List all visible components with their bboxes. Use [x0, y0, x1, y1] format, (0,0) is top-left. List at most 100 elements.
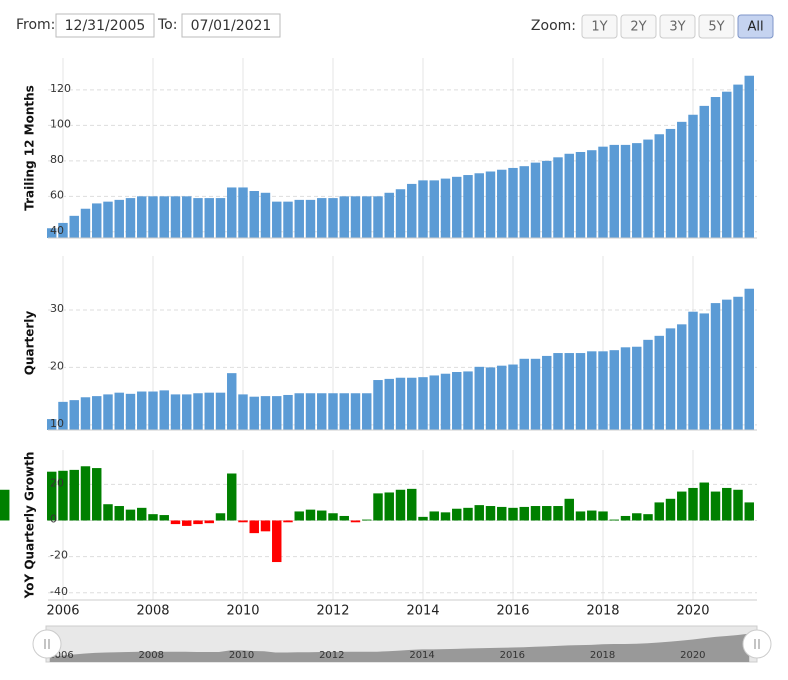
bar [103, 394, 113, 430]
from-input[interactable] [55, 13, 155, 38]
bar [339, 393, 349, 430]
bar [159, 390, 169, 430]
bar [103, 504, 113, 521]
bar [384, 378, 394, 430]
navigator-handle[interactable] [742, 629, 772, 659]
bar [159, 196, 169, 238]
bar [350, 520, 361, 523]
bar [238, 394, 248, 430]
bar [328, 393, 338, 430]
bar [620, 144, 631, 238]
bar [654, 335, 664, 430]
bar [395, 489, 406, 521]
bar [92, 468, 102, 521]
bar [407, 377, 417, 430]
bar [272, 201, 282, 238]
bar [114, 199, 124, 238]
bar [440, 178, 451, 238]
to-input[interactable] [181, 13, 281, 38]
bar [350, 393, 361, 430]
zoom-button[interactable] [581, 14, 618, 39]
bar [294, 511, 304, 521]
y-tick-label: 30 [50, 302, 64, 315]
from-value[interactable]: 12/31/2005 [65, 18, 146, 34]
zoom-button-label[interactable]: 3Y [669, 20, 685, 35]
bar [395, 189, 406, 238]
bar [92, 396, 102, 430]
bar [564, 153, 574, 238]
bar [384, 492, 394, 521]
bar [474, 366, 484, 430]
bar [317, 198, 327, 238]
bar [260, 396, 271, 430]
zoom-button-label[interactable]: 1Y [591, 20, 607, 35]
bar [677, 121, 687, 238]
bar [508, 507, 518, 521]
to-value[interactable]: 07/01/2021 [191, 18, 272, 34]
bar [553, 353, 563, 430]
bar [283, 201, 293, 238]
bar [362, 196, 372, 238]
bar [125, 509, 136, 521]
zoom-button[interactable] [737, 14, 774, 39]
bar [69, 469, 79, 521]
bar [238, 187, 248, 238]
bar [339, 196, 349, 238]
bar [350, 196, 361, 238]
bar [339, 515, 349, 521]
bar [474, 173, 484, 238]
zoom-button-label[interactable]: All [747, 20, 763, 35]
bar [598, 511, 608, 521]
bar [699, 313, 709, 430]
bar [485, 506, 496, 521]
bar [632, 513, 642, 521]
bar [497, 506, 507, 521]
bar [148, 196, 158, 238]
bar [47, 471, 57, 521]
zoom-button[interactable] [620, 14, 657, 39]
y-axis-title: YoY Quarterly Growth [23, 452, 37, 600]
zoom-button-label[interactable]: 2Y [630, 20, 646, 35]
y-tick-label: 10 [50, 417, 64, 430]
bar [744, 288, 754, 430]
bar [159, 515, 169, 521]
zoom-button[interactable] [698, 14, 735, 39]
bar [260, 192, 271, 238]
bar [418, 516, 428, 521]
bar [463, 507, 473, 521]
zoom-button-label[interactable]: 5Y [708, 20, 724, 35]
bar [542, 355, 552, 430]
x-tick-label: 2012 [316, 604, 349, 619]
bar [463, 371, 473, 430]
bar [688, 114, 698, 238]
navigator-handle[interactable] [32, 629, 62, 659]
bar [519, 166, 529, 238]
bar [553, 506, 563, 521]
y-tick-label: 80 [50, 153, 64, 166]
navigator-label: 2018 [590, 650, 615, 661]
bar [722, 487, 732, 521]
bar [317, 510, 327, 521]
bar [564, 498, 574, 521]
bar [283, 520, 293, 523]
bar [125, 393, 136, 430]
bar [193, 198, 203, 238]
bar [677, 491, 687, 521]
bar [418, 180, 428, 238]
y-tick-label: 40 [50, 224, 64, 237]
bar [733, 296, 743, 430]
bar [215, 198, 226, 238]
bar [474, 505, 484, 521]
y-tick-label: 20 [50, 359, 64, 372]
from-label: From: [16, 17, 55, 33]
bar [699, 105, 709, 238]
bar [58, 470, 68, 521]
bar [170, 196, 181, 238]
bar [564, 353, 574, 430]
zoom-button[interactable] [659, 14, 696, 39]
bar [227, 373, 237, 430]
x-tick-label: 2006 [46, 604, 79, 619]
bar [238, 520, 248, 523]
navigator-label: 2008 [139, 650, 164, 661]
